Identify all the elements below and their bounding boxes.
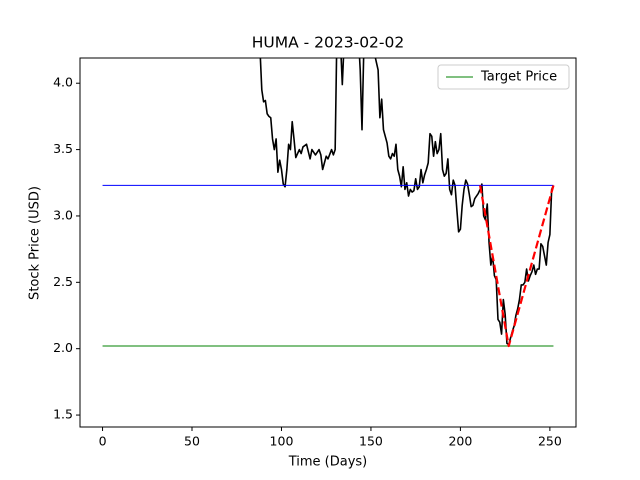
y-axis-label: Stock Price (USD) bbox=[28, 186, 43, 300]
x-tick-label: 200 bbox=[448, 434, 472, 449]
y-tick-label: 4.0 bbox=[53, 75, 73, 90]
series-line bbox=[259, 58, 555, 346]
x-tick-label: 0 bbox=[99, 434, 107, 449]
y-tick-label: 1.5 bbox=[53, 407, 73, 422]
axes-frame bbox=[79, 57, 577, 428]
y-tick-label: 2.5 bbox=[53, 274, 73, 289]
y-tick-label: 3.5 bbox=[53, 141, 73, 156]
y-tick-label: 3.0 bbox=[53, 207, 73, 222]
x-tick-label: 150 bbox=[359, 434, 383, 449]
series-line bbox=[479, 185, 555, 348]
chart-title: HUMA - 2023-02-02 bbox=[252, 34, 405, 52]
legend-box bbox=[437, 64, 570, 90]
x-axis-label: Time (Days) bbox=[288, 455, 368, 470]
x-tick-label: 250 bbox=[538, 434, 562, 449]
legend-label: Target Price bbox=[480, 70, 557, 85]
y-tick-label: 2.0 bbox=[53, 340, 73, 355]
x-tick-label: 50 bbox=[184, 434, 200, 449]
x-tick-label: 100 bbox=[270, 434, 294, 449]
plot-area bbox=[102, 58, 555, 348]
